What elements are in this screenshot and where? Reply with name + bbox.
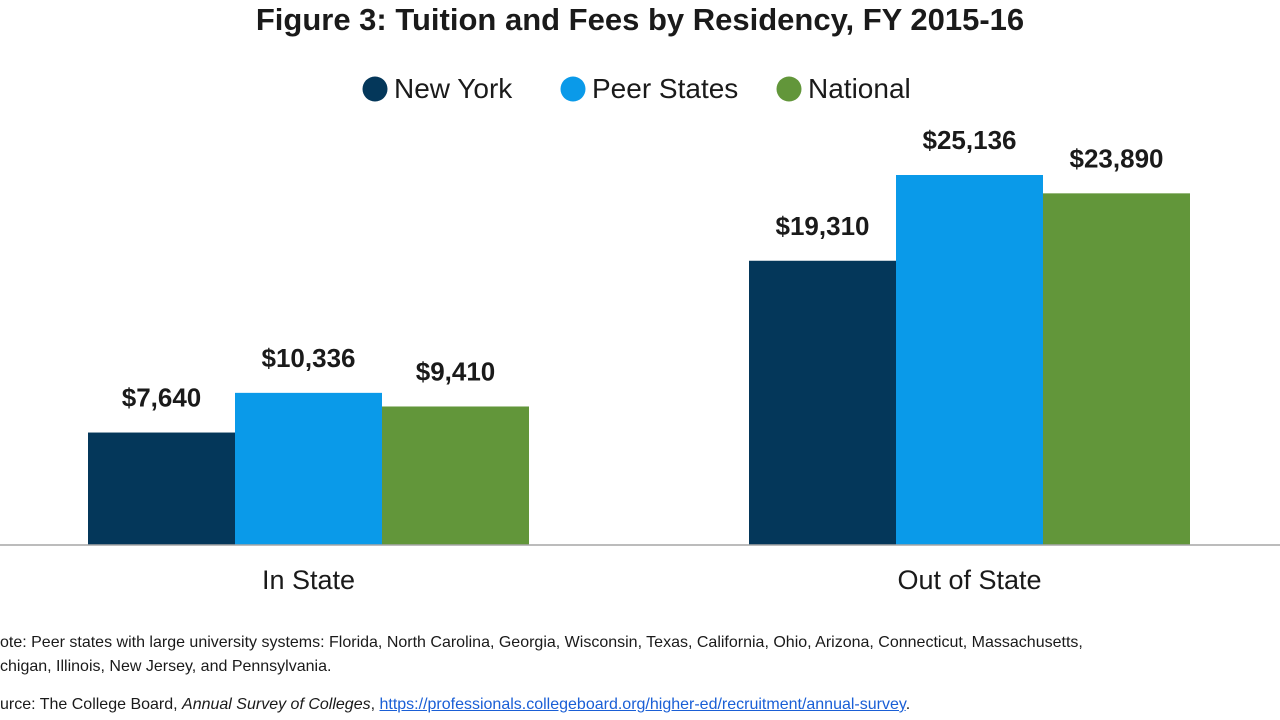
value-label-peer-states-in-state: $10,336 <box>262 343 356 373</box>
category-label-out-of-state: Out of State <box>897 565 1041 595</box>
value-label-national-out-of-state: $23,890 <box>1070 143 1164 173</box>
bar-new-york-in-state <box>88 432 235 545</box>
chart-note-continued: chigan, Illinois, New Jersey, and Pennsy… <box>0 656 1280 678</box>
legend-swatch-new-york <box>362 76 388 102</box>
value-label-new-york-in-state: $7,640 <box>122 383 202 413</box>
bar-chart: New York Peer States National $7,640 $10,33… <box>0 73 1280 595</box>
source-link[interactable]: https://professionals.collegeboard.org/h… <box>379 696 906 713</box>
bar-peer-states-in-state <box>235 392 382 545</box>
bar-new-york-out-of-state <box>749 260 896 545</box>
chart-title: Figure 3: Tuition and Fees by Residency,… <box>255 2 1025 37</box>
note-text: ote: Peer states with large university s… <box>0 634 1083 651</box>
value-label-peer-states-out-of-state: $25,136 <box>923 125 1017 155</box>
source-title: Annual Survey of Colleges <box>182 696 371 713</box>
category-label-in-state: In State <box>262 565 355 595</box>
source-prefix: urce: The College Board, <box>0 696 183 713</box>
note-text-continued: chigan, Illinois, New Jersey, and Pennsy… <box>0 658 332 675</box>
legend-label-new-york: New York <box>394 73 513 104</box>
legend-swatch-peer-states <box>560 76 586 102</box>
value-label-national-in-state: $9,410 <box>416 356 496 386</box>
bar-peer-states-out-of-state <box>896 175 1043 545</box>
source-separator: , <box>370 696 380 713</box>
legend-label-national: National <box>808 73 911 104</box>
value-label-new-york-out-of-state: $19,310 <box>776 211 870 241</box>
bars-group <box>88 175 1190 546</box>
chart-source: urce: The College Board, Annual Survey o… <box>0 694 1280 716</box>
category-labels-group: In State Out of State <box>262 565 1042 595</box>
legend-label-peer-states: Peer States <box>592 73 738 104</box>
legend-swatch-national <box>776 76 802 102</box>
bar-national-in-state <box>382 406 529 545</box>
value-labels-group: $7,640 $10,336 $9,410 $19,310 $25,136 $23,890 <box>122 125 1164 413</box>
source-end: . <box>905 696 911 713</box>
bar-national-out-of-state <box>1043 193 1190 546</box>
chart-note: ote: Peer states with large university s… <box>0 632 1280 654</box>
chart-legend: New York Peer States National <box>362 73 911 104</box>
